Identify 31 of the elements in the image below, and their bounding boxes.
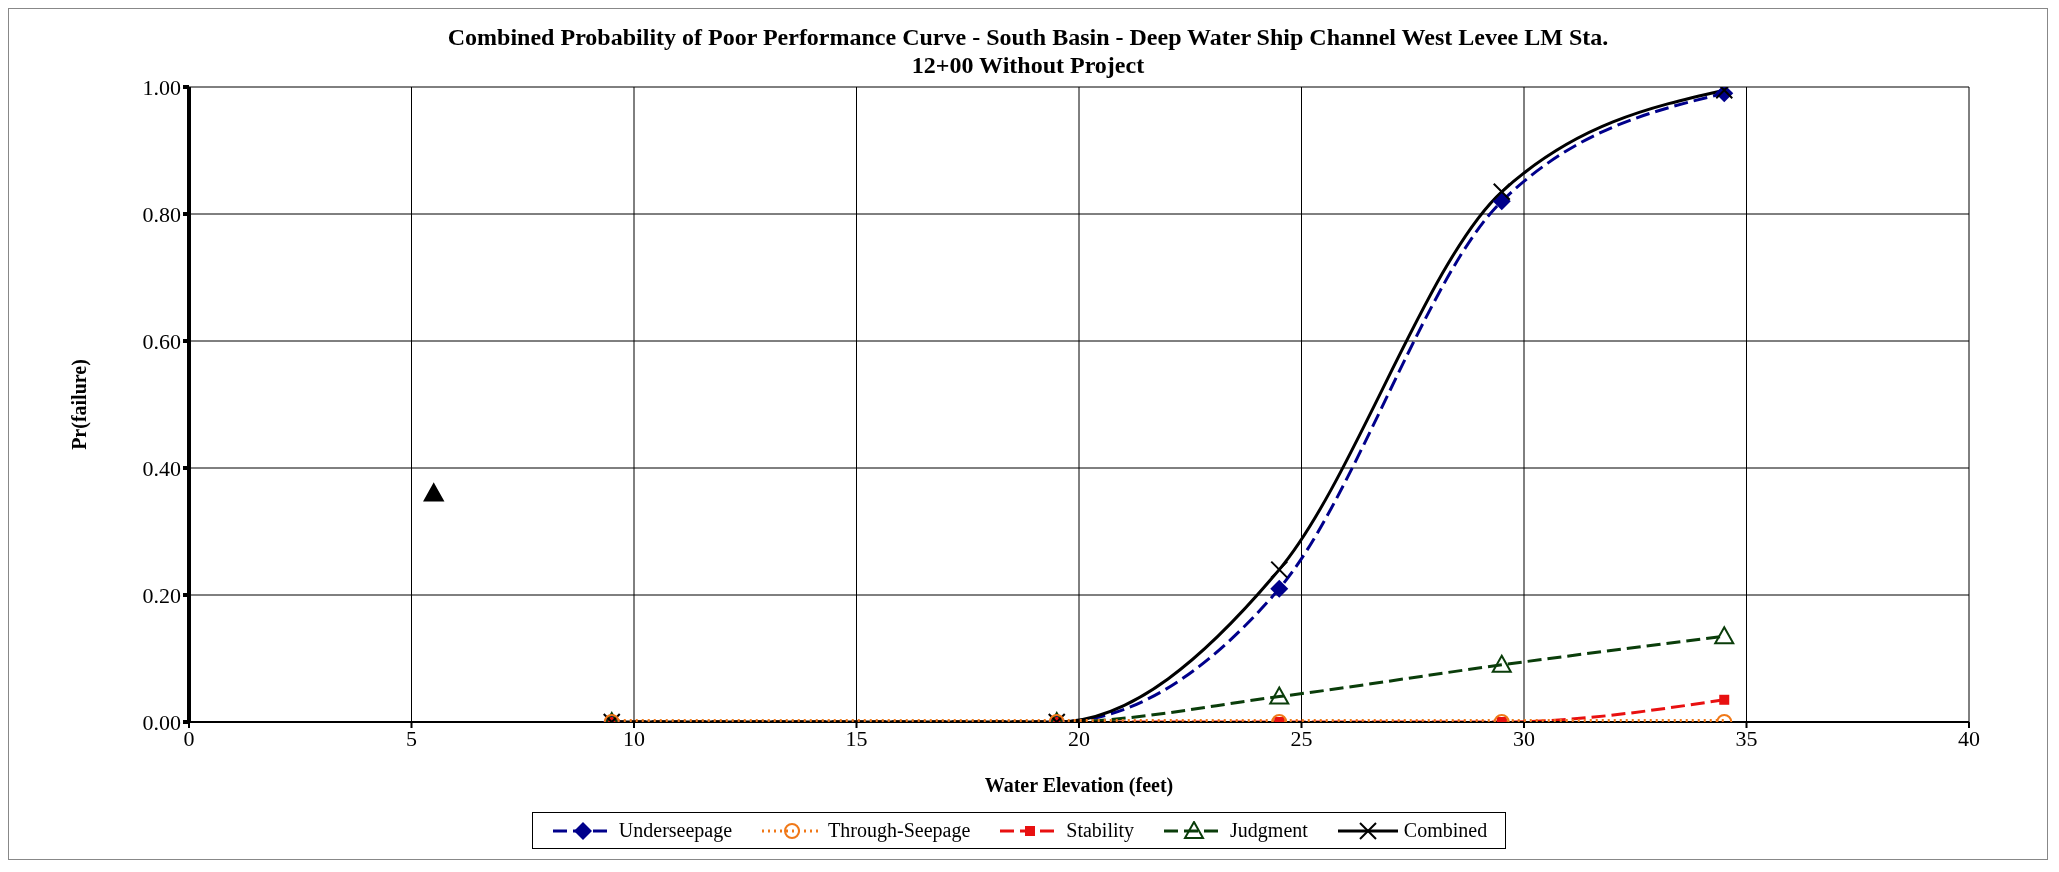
x-tick-label: 25 [1290,725,1313,751]
x-axis-title: Water Elevation (feet) [984,774,1174,797]
x-tick-label: 35 [1735,725,1758,751]
legend-label: Combined [1402,819,1488,842]
y-tick-label: 0.20 [142,582,181,608]
point [1492,182,1511,201]
point [1492,192,1511,211]
x-tick-label: 15 [845,725,868,751]
y-tick-label: 0.80 [142,201,181,227]
y-tick-label: 0.00 [142,709,181,735]
point [1269,686,1290,705]
legend-label: Stability [1065,819,1135,842]
y-tick-label: 1.00 [142,74,181,100]
x-tick-label: 5 [406,725,417,751]
chart-title: Combined Probability of Poor Performance Curve - South Basin - Deep Water Ship Channel West Levee LM Sta. 12+00 Without Project [447,24,1609,78]
point [1491,654,1512,673]
point [423,483,444,502]
point [1714,626,1735,645]
y-axis-title: Pr(failure) [68,359,92,450]
legend-label: Through-Seepage [827,819,971,842]
legend-label: Judgment [1229,819,1308,842]
x-tick-label: 10 [623,725,645,751]
x-tick-label: 0 [183,725,195,751]
y-tick-label: 0.40 [142,455,181,481]
x-tick-label: 20 [1068,725,1090,751]
legend-label: Underseepage [617,819,733,842]
point [1270,560,1289,579]
x-tick-label: 30 [1513,725,1535,751]
point [1270,579,1289,598]
x-tick-label: 40 [1958,725,1980,751]
y-tick-label: 0.60 [142,328,181,354]
